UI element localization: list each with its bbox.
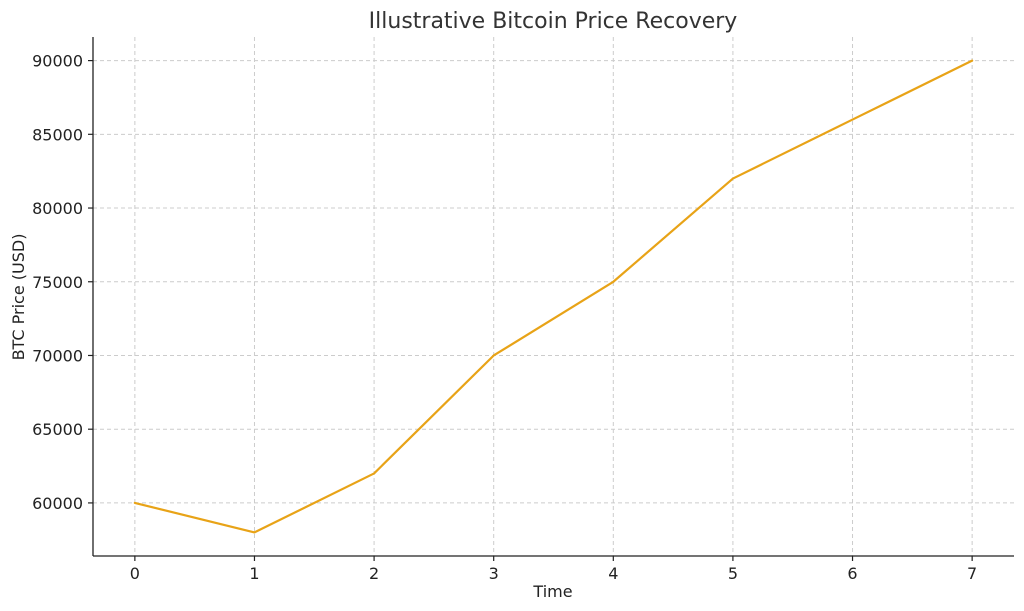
x-tick-label: 6 (847, 564, 857, 583)
y-tick-label: 70000 (32, 346, 83, 365)
y-tick-label: 75000 (32, 273, 83, 292)
y-tick-label: 65000 (32, 420, 83, 439)
series-line (133, 59, 974, 534)
series-layer (133, 59, 974, 534)
y-tick-label: 60000 (32, 494, 83, 513)
x-tick-label: 3 (489, 564, 499, 583)
x-tick-label: 0 (130, 564, 140, 583)
x-tick-label: 7 (967, 564, 977, 583)
axis-spines (92, 37, 1014, 557)
x-tick-label: 2 (369, 564, 379, 583)
x-axis-label: Time (532, 582, 572, 601)
y-tick-label: 80000 (32, 199, 83, 218)
x-tick-label: 1 (249, 564, 259, 583)
x-tick-label: 5 (728, 564, 738, 583)
y-tick-label: 85000 (32, 125, 83, 144)
chart-title: Illustrative Bitcoin Price Recovery (369, 9, 738, 34)
x-axis-ticks: 0 1 2 3 4 5 6 7 (130, 556, 977, 583)
grid-lines (93, 37, 1014, 556)
y-tick-label: 90000 (32, 52, 83, 71)
y-axis-label: BTC Price (USD) (9, 234, 28, 361)
x-tick-label: 4 (608, 564, 618, 583)
y-axis-ticks: 60000 65000 70000 75000 80000 85000 90000 (32, 52, 93, 513)
